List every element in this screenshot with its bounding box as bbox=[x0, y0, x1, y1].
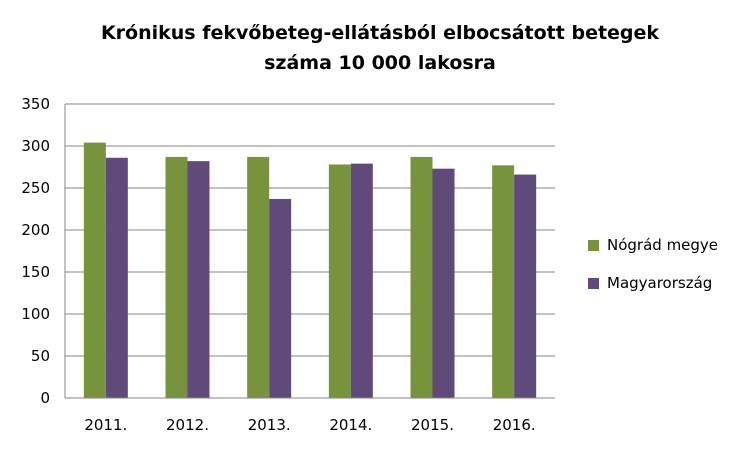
y-tick-label-100: 100 bbox=[21, 305, 50, 323]
chart-title-line-1: Krónikus fekvőbeteg-ellátásból elbocsáto… bbox=[100, 22, 660, 44]
legend: Nógrád megye Magyarország bbox=[588, 234, 718, 310]
chart-title: Krónikus fekvőbeteg-ellátásból elbocsáto… bbox=[60, 18, 700, 78]
bar-series-2-2016 bbox=[514, 174, 537, 398]
y-tick-label-200: 200 bbox=[21, 221, 50, 239]
x-tick-label-2016: 2016. bbox=[493, 416, 536, 434]
x-tick-label-2013: 2013. bbox=[248, 416, 291, 434]
y-tick-label-0: 0 bbox=[40, 389, 50, 407]
bar-series-2-2012 bbox=[187, 161, 210, 398]
bar-series-2-2015 bbox=[432, 168, 455, 398]
bar-series-1-2011 bbox=[83, 142, 106, 398]
y-tick-label-150: 150 bbox=[21, 263, 50, 281]
y-tick-label-50: 50 bbox=[31, 347, 50, 365]
legend-swatch-series-1 bbox=[588, 239, 599, 251]
legend-item-series-2: Magyarország bbox=[588, 272, 718, 294]
bar-series-1-2012 bbox=[165, 156, 188, 398]
bar-series-1-2016 bbox=[492, 165, 515, 398]
x-tick-label-2012: 2012. bbox=[166, 416, 209, 434]
bar-series-2-2011 bbox=[105, 157, 128, 398]
bar-series-1-2015 bbox=[410, 156, 433, 398]
legend-label-series-2: Magyarország bbox=[607, 274, 713, 292]
legend-label-series-1: Nógrád megye bbox=[607, 236, 719, 254]
legend-item-series-1: Nógrád megye bbox=[588, 234, 718, 256]
y-tick-label-350: 350 bbox=[21, 95, 50, 113]
x-tick-label-2014: 2014. bbox=[329, 416, 372, 434]
y-tick-label-250: 250 bbox=[21, 179, 50, 197]
bar-series-2-2014 bbox=[350, 163, 373, 398]
y-tick-label-300: 300 bbox=[21, 137, 50, 155]
chart-title-line-2: száma 10 000 lakosra bbox=[264, 52, 496, 74]
legend-swatch-series-2 bbox=[588, 277, 599, 289]
bar-series-2-2013 bbox=[269, 198, 292, 398]
x-tick-label-2011: 2011. bbox=[84, 416, 127, 434]
x-tick-label-2015: 2015. bbox=[411, 416, 454, 434]
bar-series-1-2013 bbox=[247, 156, 270, 398]
bar-series-1-2014 bbox=[328, 164, 351, 398]
